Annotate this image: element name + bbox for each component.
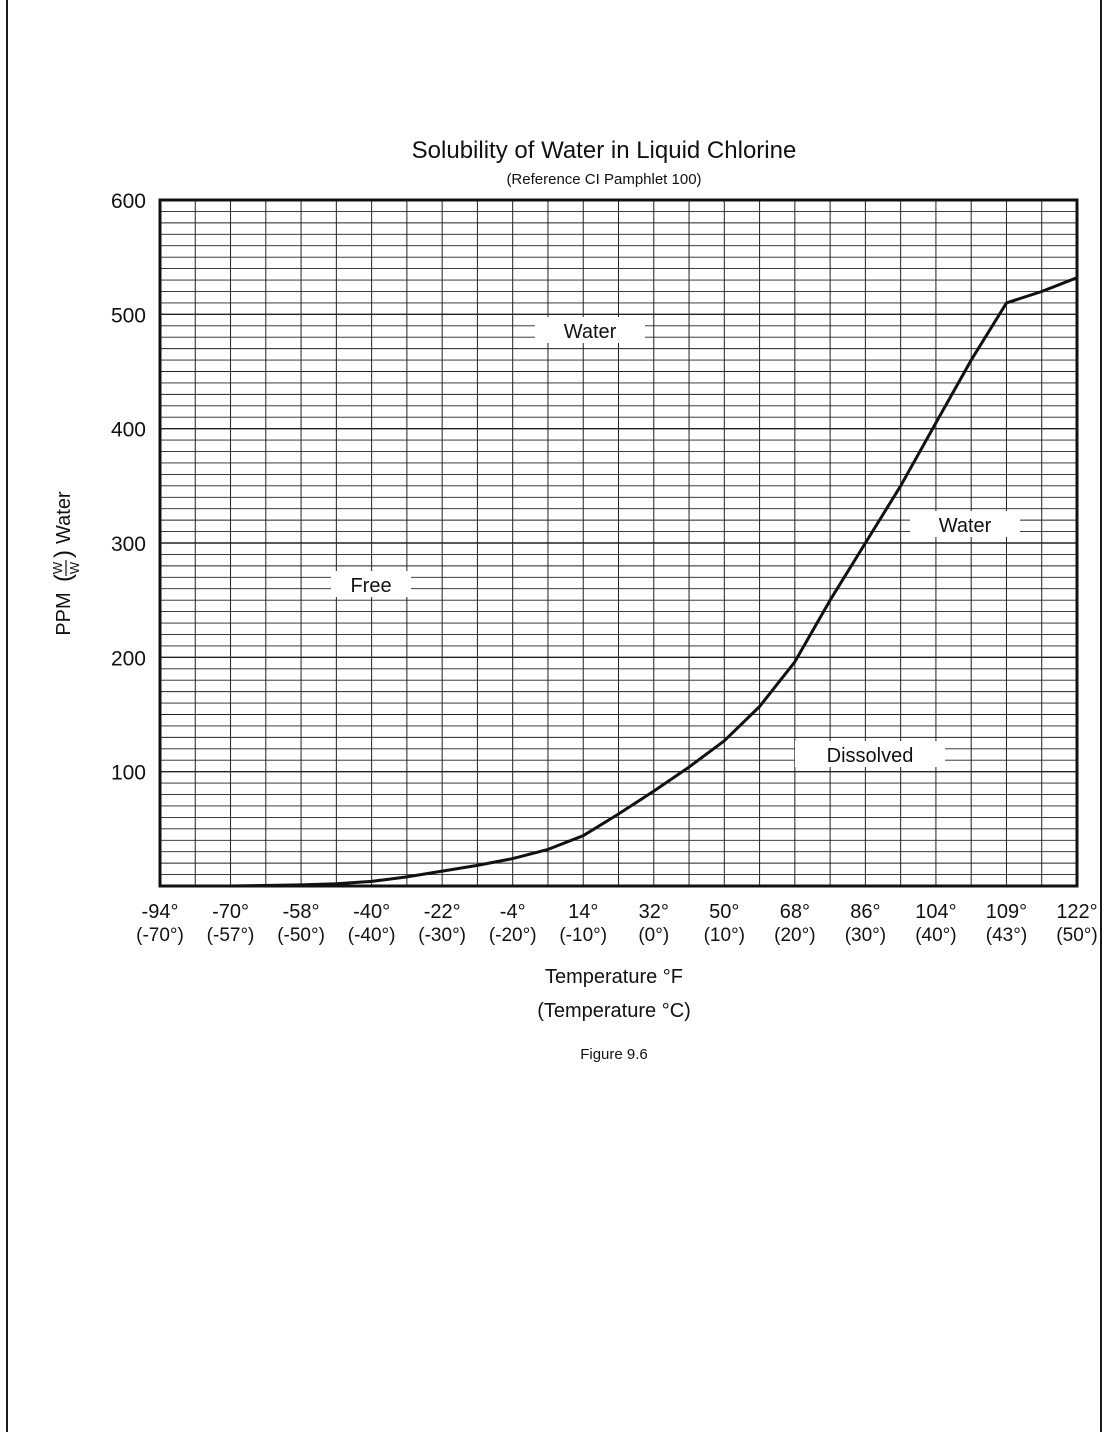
y-tick-label: 600 bbox=[111, 190, 146, 213]
chart-subtitle: (Reference CI Pamphlet 100) bbox=[506, 171, 701, 188]
annotation-backing bbox=[910, 511, 1020, 537]
y-axis-label-prefix: PPM bbox=[53, 592, 75, 635]
y-axis-label: PPM ( W W ) Water bbox=[50, 491, 82, 636]
x-tick-label-celsius: (-57°) bbox=[207, 925, 255, 946]
x-tick-label-fahrenheit: -40° bbox=[353, 901, 390, 923]
x-tick-label-celsius: (50°) bbox=[1056, 925, 1097, 946]
annotation-backing bbox=[535, 317, 645, 343]
y-axis-label-paren-open: ( bbox=[50, 574, 77, 582]
x-tick-label-celsius: (40°) bbox=[915, 925, 956, 946]
annotation-backing bbox=[795, 741, 945, 767]
annotations: Water Free Water Dissolved bbox=[331, 317, 1020, 767]
figure-caption: Figure 9.6 bbox=[580, 1046, 648, 1063]
x-tick-label-celsius: (10°) bbox=[704, 925, 745, 946]
series-line-solubility bbox=[160, 276, 1078, 888]
y-tick-label: 300 bbox=[111, 533, 146, 556]
x-tick-label-fahrenheit: 122° bbox=[1056, 901, 1097, 923]
x-tick-label-fahrenheit: 32° bbox=[639, 901, 669, 923]
plot-frame bbox=[158, 198, 1079, 888]
x-tick-label-celsius: (20°) bbox=[774, 925, 815, 946]
annotation-label: Dissolved bbox=[827, 745, 914, 767]
x-tick-label-celsius: (-30°) bbox=[418, 925, 466, 946]
page-border-left bbox=[6, 0, 8, 1432]
y-tick-label: 200 bbox=[111, 647, 146, 670]
x-tick-label-fahrenheit: 50° bbox=[709, 901, 739, 923]
y-axis-label-frac-num: W bbox=[50, 561, 65, 574]
x-tick-label-fahrenheit: -58° bbox=[283, 901, 320, 923]
y-tick-label: 500 bbox=[111, 304, 146, 327]
y-axis-label-paren-close: ) bbox=[50, 550, 77, 558]
x-tick-label-fahrenheit: -94° bbox=[142, 901, 179, 923]
x-tick-label-fahrenheit: 68° bbox=[780, 901, 810, 923]
annotation-label: Water bbox=[939, 515, 992, 537]
annotation-label: Water bbox=[564, 321, 617, 343]
x-axis-label: Temperature °F bbox=[545, 966, 683, 988]
x-tick-label-fahrenheit: 109° bbox=[986, 901, 1027, 923]
x-tick-label-fahrenheit: 86° bbox=[850, 901, 880, 923]
x-tick-label-celsius: (30°) bbox=[845, 925, 886, 946]
x-tick-label-fahrenheit: -4° bbox=[500, 901, 526, 923]
x-tick-label-celsius: (0°) bbox=[638, 925, 669, 946]
page-border-right bbox=[1100, 0, 1102, 1432]
x-tick-label-fahrenheit: -70° bbox=[212, 901, 249, 923]
x-tick-label-celsius: (-10°) bbox=[559, 925, 607, 946]
grid bbox=[160, 200, 1077, 886]
y-tick-label: 100 bbox=[111, 762, 146, 785]
annotation-label: Free bbox=[350, 575, 391, 597]
x-tick-label-celsius: (-70°) bbox=[136, 925, 184, 946]
y-tick-label: 400 bbox=[111, 419, 146, 442]
chart-title: Solubility of Water in Liquid Chlorine bbox=[412, 137, 797, 164]
x-tick-label-fahrenheit: 104° bbox=[915, 901, 956, 923]
x-tick-label-celsius: (-40°) bbox=[348, 925, 396, 946]
x-axis-label-celsius: (Temperature °C) bbox=[537, 1000, 691, 1022]
x-axis: -94°(-70°) -70°(-57°) -58°(-50°) -40°(-40°)… bbox=[136, 901, 1098, 946]
x-tick-label-fahrenheit: -22° bbox=[424, 901, 461, 923]
x-tick-label-celsius: (-50°) bbox=[277, 925, 325, 946]
y-axis: 100 200 300 400 500 600 bbox=[111, 190, 146, 785]
annotation-backing bbox=[331, 571, 411, 597]
plot-area bbox=[160, 276, 1078, 888]
y-axis-label-frac-den: W bbox=[67, 561, 82, 574]
y-axis-label-suffix: Water bbox=[53, 491, 75, 544]
x-tick-label-fahrenheit: 14° bbox=[568, 901, 598, 923]
x-tick-label-celsius: (43°) bbox=[986, 925, 1027, 946]
x-tick-label-celsius: (-20°) bbox=[489, 925, 537, 946]
